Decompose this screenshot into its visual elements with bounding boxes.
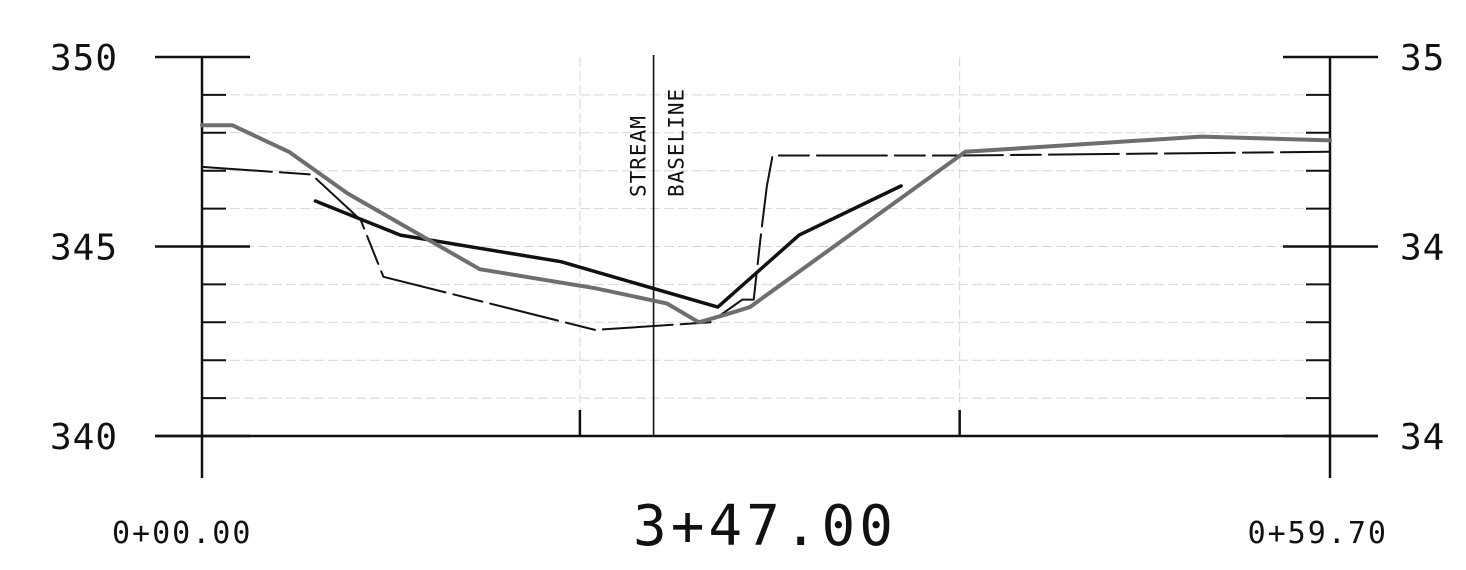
- y-tick-label-right-350: 35: [1400, 38, 1445, 79]
- axis-labels: 340 345 350 34 34 35 0+00.00 0+59.70 3+4…: [50, 38, 1445, 559]
- x-tick-label-end: 0+59.70: [1248, 516, 1388, 551]
- axes: [155, 55, 1378, 478]
- y-tick-label-right-345: 34: [1400, 228, 1445, 269]
- y-tick-label-right-340: 34: [1400, 417, 1445, 458]
- series-group: [200, 123, 1332, 331]
- series-line-thin-dashed: [201, 150, 1331, 331]
- x-tick-label-start: 0+00.00: [112, 516, 252, 551]
- annotation-stream: STREAM: [627, 115, 651, 197]
- annotation-baseline: BASELINE: [665, 88, 689, 197]
- y-tick-label-left-340: 340: [50, 417, 118, 458]
- y-tick-label-left-350: 350: [50, 38, 118, 79]
- series-line-survey: [200, 123, 1332, 325]
- station-title: 3+47.00: [633, 494, 897, 559]
- series-line-thick-solid: [313, 184, 903, 309]
- y-tick-label-left-345: 345: [50, 228, 118, 269]
